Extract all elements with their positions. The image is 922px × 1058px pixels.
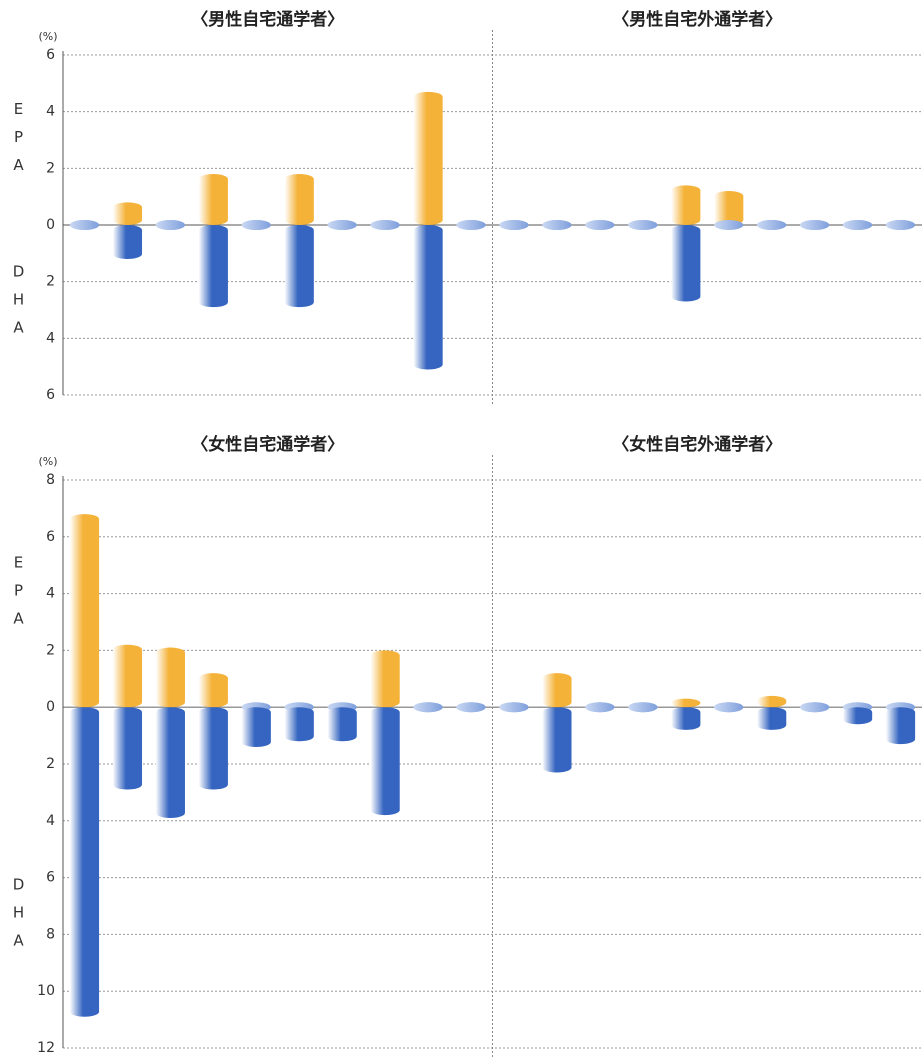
bar	[69, 514, 100, 708]
zero-bar	[456, 220, 486, 230]
bar	[198, 673, 228, 708]
panel-title: 〈女性自宅通学者〉	[191, 434, 344, 455]
y-tick-label: 6	[46, 387, 55, 403]
bar	[198, 707, 228, 790]
zero-bar	[370, 220, 400, 230]
y-tick-label: 2	[46, 756, 55, 772]
zero-bar	[456, 702, 486, 713]
bar	[112, 707, 143, 790]
bar	[413, 91, 443, 225]
bar	[714, 191, 744, 225]
zero-bar	[757, 220, 787, 230]
y-tick-label: 4	[46, 586, 55, 602]
bar	[198, 174, 228, 225]
y-tick-label: 6	[46, 47, 55, 63]
y-tick-label: 2	[46, 642, 55, 658]
zero-bar	[714, 702, 744, 713]
bar	[198, 225, 228, 308]
zero-bar	[542, 220, 572, 230]
zero-bar	[800, 702, 830, 713]
zero-bar	[585, 220, 615, 230]
zero-bar	[327, 220, 357, 230]
bar	[671, 698, 701, 708]
bar	[370, 707, 400, 816]
y-tick-label: 0	[46, 217, 55, 233]
zero-bar	[628, 702, 658, 713]
bar	[284, 707, 314, 742]
bar	[284, 225, 314, 308]
bar	[370, 650, 400, 708]
zero-bar	[885, 220, 916, 230]
bar	[671, 707, 701, 730]
y-tick-label: 2	[46, 274, 55, 290]
panel-title: 〈女性自宅外通学者〉	[612, 434, 782, 455]
bar	[112, 202, 143, 225]
zero-bar	[241, 220, 271, 230]
zero-bar	[628, 220, 658, 230]
bar	[757, 695, 787, 708]
bar	[842, 707, 873, 725]
bar	[671, 185, 701, 225]
zero-bar	[155, 220, 185, 230]
y-tick-label: 10	[37, 983, 55, 999]
panel-title: 〈男性自宅外通学者〉	[612, 9, 782, 30]
zero-bar	[69, 220, 100, 230]
zero-bar	[585, 702, 615, 713]
y-axis-label: (%)	[38, 455, 57, 468]
y-tick-label: 4	[46, 330, 55, 346]
bar	[413, 225, 443, 370]
bar	[155, 647, 185, 708]
side-label: DHA	[10, 262, 28, 346]
bar	[69, 707, 100, 1017]
bar	[241, 707, 271, 747]
y-tick-label: 8	[46, 472, 55, 488]
zero-bar	[413, 702, 443, 713]
y-axis-label: (%)	[38, 30, 57, 43]
bar	[155, 707, 185, 818]
y-tick-label: 6	[46, 529, 55, 545]
bar	[671, 225, 701, 302]
bar	[284, 174, 314, 225]
y-tick-label: 6	[46, 870, 55, 886]
side-label: DHA	[10, 876, 28, 960]
y-tick-label: 4	[46, 813, 55, 829]
zero-bar	[499, 702, 529, 713]
y-tick-label: 8	[46, 926, 55, 942]
bar	[542, 673, 572, 708]
y-tick-label: 12	[37, 1040, 55, 1056]
bar	[542, 707, 572, 773]
y-tick-label: 4	[46, 104, 55, 120]
zero-bar	[842, 220, 873, 230]
y-tick-label: 0	[46, 699, 55, 715]
panel-title: 〈男性自宅通学者〉	[191, 9, 344, 30]
bar	[327, 707, 357, 742]
bar	[112, 644, 143, 708]
side-label: EPA	[10, 100, 28, 184]
bar	[885, 707, 916, 745]
zero-bar	[714, 220, 744, 230]
bar	[112, 225, 143, 259]
bar	[757, 707, 787, 730]
y-tick-label: 2	[46, 160, 55, 176]
side-label: EPA	[10, 554, 28, 638]
zero-bar	[499, 220, 529, 230]
zero-bar	[800, 220, 830, 230]
